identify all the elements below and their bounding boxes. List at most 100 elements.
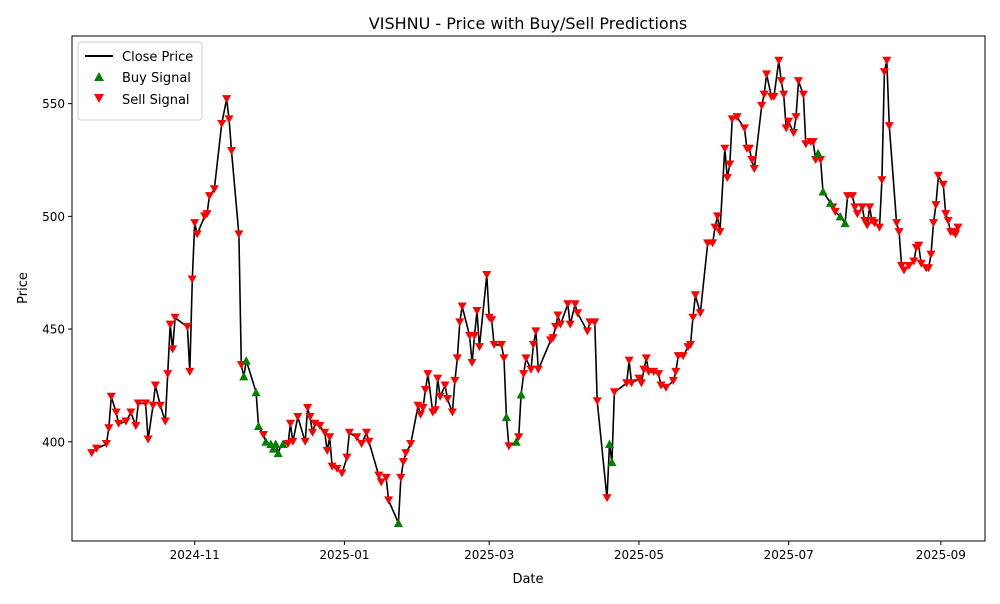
buy-signal-marker [278, 439, 288, 449]
sell-signal-marker [928, 219, 938, 228]
sell-signal-marker [624, 356, 634, 365]
sell-signal-marker [857, 203, 867, 212]
sell-signal-marker [528, 340, 538, 349]
x-axis-label: Date [512, 572, 543, 587]
sell-signal-marker [504, 442, 514, 451]
sell-signal-marker [938, 180, 948, 189]
sell-signal-marker [874, 223, 884, 232]
sell-signal-marker [739, 124, 749, 133]
sell-signal-marker [310, 419, 320, 428]
sell-signal-marker [592, 397, 602, 406]
sell-signal-marker [288, 437, 298, 446]
sell-signal-marker [720, 144, 730, 153]
sell-signal-marker [801, 140, 811, 149]
sell-signal-marker [114, 419, 124, 428]
buy-signal-marker [268, 444, 278, 453]
sell-signal-marker [472, 307, 482, 316]
sell-signal-marker [303, 403, 313, 412]
sell-signal-marker [654, 370, 664, 379]
buy-signal-marker [393, 518, 403, 527]
sell-signal-marker [781, 124, 791, 133]
sell-signal-marker [862, 221, 872, 230]
sell-signal-marker [450, 376, 460, 385]
sell-signal-marker [433, 374, 443, 383]
sell-signal-marker [712, 212, 722, 221]
sell-signal-marker [222, 95, 232, 104]
buy-signal-marker [271, 439, 281, 449]
sell-signal-marker [722, 174, 732, 183]
buy-signal-marker [818, 187, 828, 196]
sell-signal-marker [924, 264, 934, 273]
sell-signal-marker [362, 428, 372, 437]
sell-signal-marker [882, 56, 892, 65]
sell-signal-marker [352, 433, 362, 442]
signal-markers [87, 56, 963, 527]
sell-signal-marker [148, 401, 158, 410]
sell-signal-marker [762, 70, 772, 79]
sell-signal-marker [852, 210, 862, 219]
x-tick-label: 2025-05 [614, 548, 664, 562]
sell-signal-marker [870, 219, 880, 228]
sell-signal-marker [143, 435, 153, 444]
sell-signal-marker [931, 201, 941, 210]
sell-signal-marker [131, 422, 141, 431]
sell-signal-marker [376, 478, 386, 487]
sell-signal-marker [423, 370, 433, 379]
sell-signal-marker [342, 453, 352, 462]
buy-signal-marker [273, 448, 283, 458]
buy-signal-marker [254, 421, 264, 431]
buy-signal-marker [825, 198, 835, 207]
sell-signal-marker [668, 376, 678, 385]
sell-signal-marker [111, 408, 121, 417]
sell-signal-marker [789, 128, 799, 137]
sell-signal-marker [526, 365, 536, 374]
sell-signal-marker [364, 437, 374, 446]
sell-signal-marker [749, 165, 759, 174]
sell-signal-marker [656, 381, 666, 390]
sell-signal-marker [300, 437, 310, 446]
sell-signal-marker [452, 354, 462, 363]
sell-signal-marker [474, 343, 484, 352]
sell-signal-marker [293, 413, 303, 422]
sell-signal-marker [933, 171, 943, 180]
sell-signal-marker [784, 117, 794, 126]
sell-signal-marker [170, 313, 180, 322]
sell-signal-marker [904, 261, 914, 270]
sell-signal-marker [435, 392, 445, 401]
sell-signal-marker [943, 216, 953, 225]
sell-signal-marker [217, 119, 227, 128]
buy-signal-marker [607, 457, 617, 467]
sell-signal-marker [418, 403, 428, 412]
sell-signal-marker [671, 367, 681, 376]
sell-signal-marker [850, 203, 860, 212]
sell-signal-marker [192, 230, 202, 239]
sell-signal-marker [661, 383, 671, 392]
sell-signal-marker [555, 320, 565, 329]
buy-signal-marker [604, 439, 614, 449]
sell-signal-marker [916, 259, 926, 268]
sell-signal-marker [133, 399, 143, 408]
legend-box [77, 41, 203, 121]
sell-signal-marker [258, 431, 268, 440]
sell-signal-marker [553, 311, 563, 320]
axes-ticks: 400 450 500 550 2024-11 2025-01 2025-03 2025-05… [42, 97, 966, 562]
sell-signal-marker [168, 345, 178, 354]
sell-signal-marker [793, 77, 803, 86]
sell-signal-marker [710, 223, 720, 232]
sell-signal-marker [550, 322, 560, 331]
legend: Close Price Buy Signal Sell Signal [77, 41, 203, 121]
sell-signal-marker [104, 424, 114, 433]
sell-signal-marker [202, 210, 212, 219]
sell-signal-marker [121, 417, 131, 426]
sell-signal-marker [519, 370, 529, 379]
sell-signal-marker [533, 365, 543, 374]
sell-signal-marker [769, 92, 779, 101]
sell-signal-marker [320, 428, 330, 437]
sell-signal-marker [776, 77, 786, 86]
sell-signal-marker [884, 122, 894, 131]
sell-signal-marker [757, 101, 767, 110]
plot-frame [71, 35, 986, 542]
sell-signal-marker [430, 406, 440, 415]
sell-signal-marker [727, 115, 737, 124]
